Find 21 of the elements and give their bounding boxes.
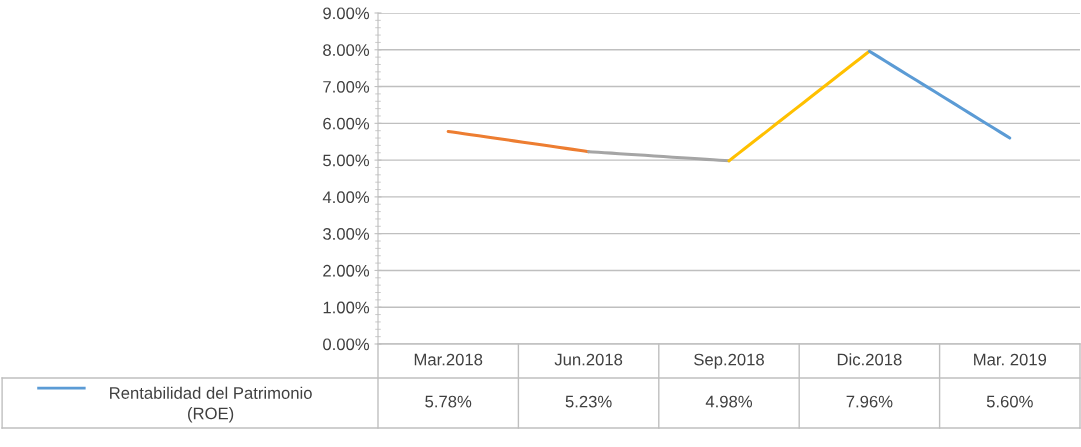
x-tick-label: Mar.2018	[414, 353, 483, 366]
text: 4.98%	[705, 395, 753, 408]
text: 5.23%	[565, 395, 612, 408]
y-tick-label: 1.00%	[323, 301, 370, 314]
y-tick-label: 7.00%	[323, 80, 370, 93]
x-tick-label: Jun.2018	[554, 353, 623, 366]
y-tick-label: 9.00%	[323, 7, 370, 20]
x-tick-label: Mar. 2019	[974, 353, 1047, 366]
y-tick-label: 0.00%	[323, 338, 370, 351]
legend-label: Rentabilidad del Patrimonio (ROE)	[110, 386, 312, 423]
text: 5.78%	[425, 395, 472, 408]
y-tick-label: 4.00%	[322, 191, 370, 204]
y-tick-label: 8.00%	[323, 44, 370, 56]
x-tick-label: Dic.2018	[837, 353, 902, 366]
y-tick-label: 3.00%	[323, 228, 370, 240]
y-tick-label: 5.00%	[323, 154, 370, 167]
x-tick-label: Sep.2018	[694, 353, 764, 369]
text: 5.60%	[986, 395, 1033, 408]
text: 7.96%	[846, 395, 893, 408]
y-tick-label: 2.00%	[323, 264, 370, 277]
y-tick-label: 6.00%	[323, 117, 370, 130]
